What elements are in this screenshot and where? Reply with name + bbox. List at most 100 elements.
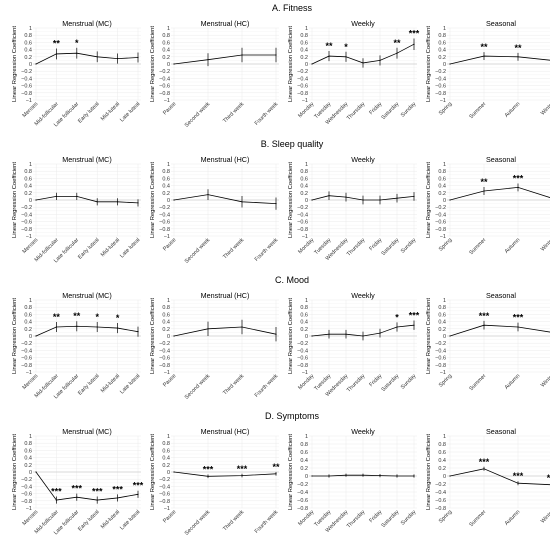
chart-10-title: Weekly [351,291,375,300]
chart-0-series-line [35,52,139,65]
chart-15-ytick-9: 1 [443,434,446,440]
chart-15-xtick-1: Summer [468,509,487,528]
chart-5-ytick-2: −0.6 [159,220,170,226]
chart-7-ytick-5: 0 [443,198,446,204]
chart-1-series-line [173,54,276,65]
chart-7-point-1 [483,190,485,192]
chart-5-point-0 [173,199,175,201]
chart-5-point-1 [207,194,209,196]
chart-1-ytick-7: 0.4 [162,48,170,54]
chart-0-ytick-4: −0.2 [21,69,32,75]
chart-11-ytick-1: −0.8 [435,363,446,369]
chart-3-ytick-0: −1 [440,98,446,104]
chart-10-point-0 [311,335,313,337]
chart-11-ytick-9: 0.8 [438,305,446,311]
chart-6-xtick-5: Saturday [381,237,401,257]
chart-3-ytick-2: −0.6 [435,84,446,90]
chart-12-ytick-3: −0.4 [21,484,32,490]
chart-9-point-1 [207,328,209,330]
chart-14-xtick-5: Saturday [381,509,401,529]
chart-0-ytick-10: 1 [29,26,32,32]
chart-11-ytick-6: 0.2 [438,327,446,333]
chart-0-ylabel: Linear Regression Coefficient [12,26,18,102]
chart-4-point-5 [137,202,139,204]
chart-4-ytick-2: −0.6 [21,220,32,226]
chart-14-ytick-9: 1 [305,434,308,440]
chart-12-point-5 [137,493,139,495]
chart-1-point-3 [275,54,277,56]
chart-6-point-1 [328,195,330,197]
chart-10-point-1 [328,333,330,335]
chart-13-point-2 [241,475,243,477]
chart-7-ytick-4: −0.2 [435,205,446,211]
chart-12-point-0 [35,471,37,473]
chart-4-point-1 [55,195,58,197]
chart-14-point-6 [413,475,415,477]
chart-14-ytick-1: −0.6 [297,498,308,504]
chart-4-point-3 [96,201,98,203]
chart-2-ytick-9: 0.8 [300,33,308,39]
chart-9-title: Menstrual (HC) [201,291,250,300]
chart-5-ytick-1: −0.8 [159,227,170,233]
chart-6-title: Weekly [351,155,375,164]
chart-0-point-5 [137,56,139,59]
chart-11-significance-2: *** [513,313,524,323]
chart-0-point-3 [96,56,98,58]
chart-12-ytick-1: −0.8 [21,499,32,505]
chart-14-point-5 [396,475,398,477]
chart-7-ytick-3: −0.4 [435,212,446,218]
chart-3-xtick-2: Autumn [504,101,522,119]
chart-13-title: Menstrual (HC) [201,427,250,436]
chart-2-xtick-3: Thursday [346,101,367,122]
chart-1-ylabel: Linear Regression Coefficient [150,26,156,102]
chart-6-point-0 [311,199,313,201]
chart-9-ytick-8: 0.6 [162,312,170,318]
chart-15: Seasonal Linear Regression Coefficient −0.… [426,427,550,528]
chart-6-point-2 [345,196,347,198]
chart-14-xtick-4: Friday [368,509,383,524]
chart-10-ytick-9: 0.8 [300,305,308,311]
chart-3-ytick-4: −0.2 [435,69,446,75]
chart-8: Menstrual (MC) Linear Regression Coeffici… [12,291,141,400]
chart-1-title: Menstrual (HC) [201,19,250,28]
chart-13-ylabel: Linear Regression Coefficient [150,434,156,510]
chart-10-ytick-2: −0.6 [297,356,308,362]
chart-11-xtick-2: Autumn [504,373,522,391]
chart-13-significance-1: *** [203,465,214,475]
chart-9-ytick-7: 0.4 [162,320,170,326]
chart-6-ytick-7: 0.4 [300,184,308,190]
chart-5-ytick-3: −0.4 [159,212,170,218]
chart-14-xtick-6: Sunday [400,509,418,527]
chart-6-ytick-5: 0 [305,198,308,204]
chart-9-ytick-9: 0.8 [162,305,170,311]
chart-10-ytick-1: −0.8 [297,363,308,369]
chart-1-ytick-9: 0.8 [162,33,170,39]
chart-4-ytick-5: 0 [29,198,32,204]
chart-12-significance-5: *** [133,481,144,491]
chart-15-significance-1: *** [479,457,490,467]
chart-11-point-1 [483,324,485,326]
chart-13-significance-3: ** [272,462,280,472]
chart-15-ytick-8: 0.8 [438,442,446,448]
chart-9-xtick-2: Third week [222,373,245,396]
chart-13-ytick-3: −0.4 [159,484,170,490]
chart-12-series-line [35,471,139,501]
chart-0-ytick-1: −0.8 [21,91,32,97]
chart-12-significance-3: *** [92,486,103,496]
chart-13: Menstrual (HC) Linear Regression Coeffici… [150,427,280,537]
chart-15-title: Seasonal [486,427,516,436]
chart-13-xtick-1: Second week [184,509,212,537]
chart-5-point-3 [275,203,277,205]
chart-10-significance-6: *** [409,311,420,321]
chart-13-ytick-9: 0.8 [162,441,170,447]
chart-3-point-1 [483,55,485,57]
chart-4-xtick-5: Late luteal [119,237,141,259]
chart-5-ytick-5: 0 [167,198,170,204]
chart-0-significance-2: * [75,38,79,48]
chart-11-title: Seasonal [486,291,516,300]
chart-14-point-1 [328,475,330,477]
chart-15-ytick-7: 0.6 [438,450,446,456]
chart-7-series-line [449,186,550,201]
